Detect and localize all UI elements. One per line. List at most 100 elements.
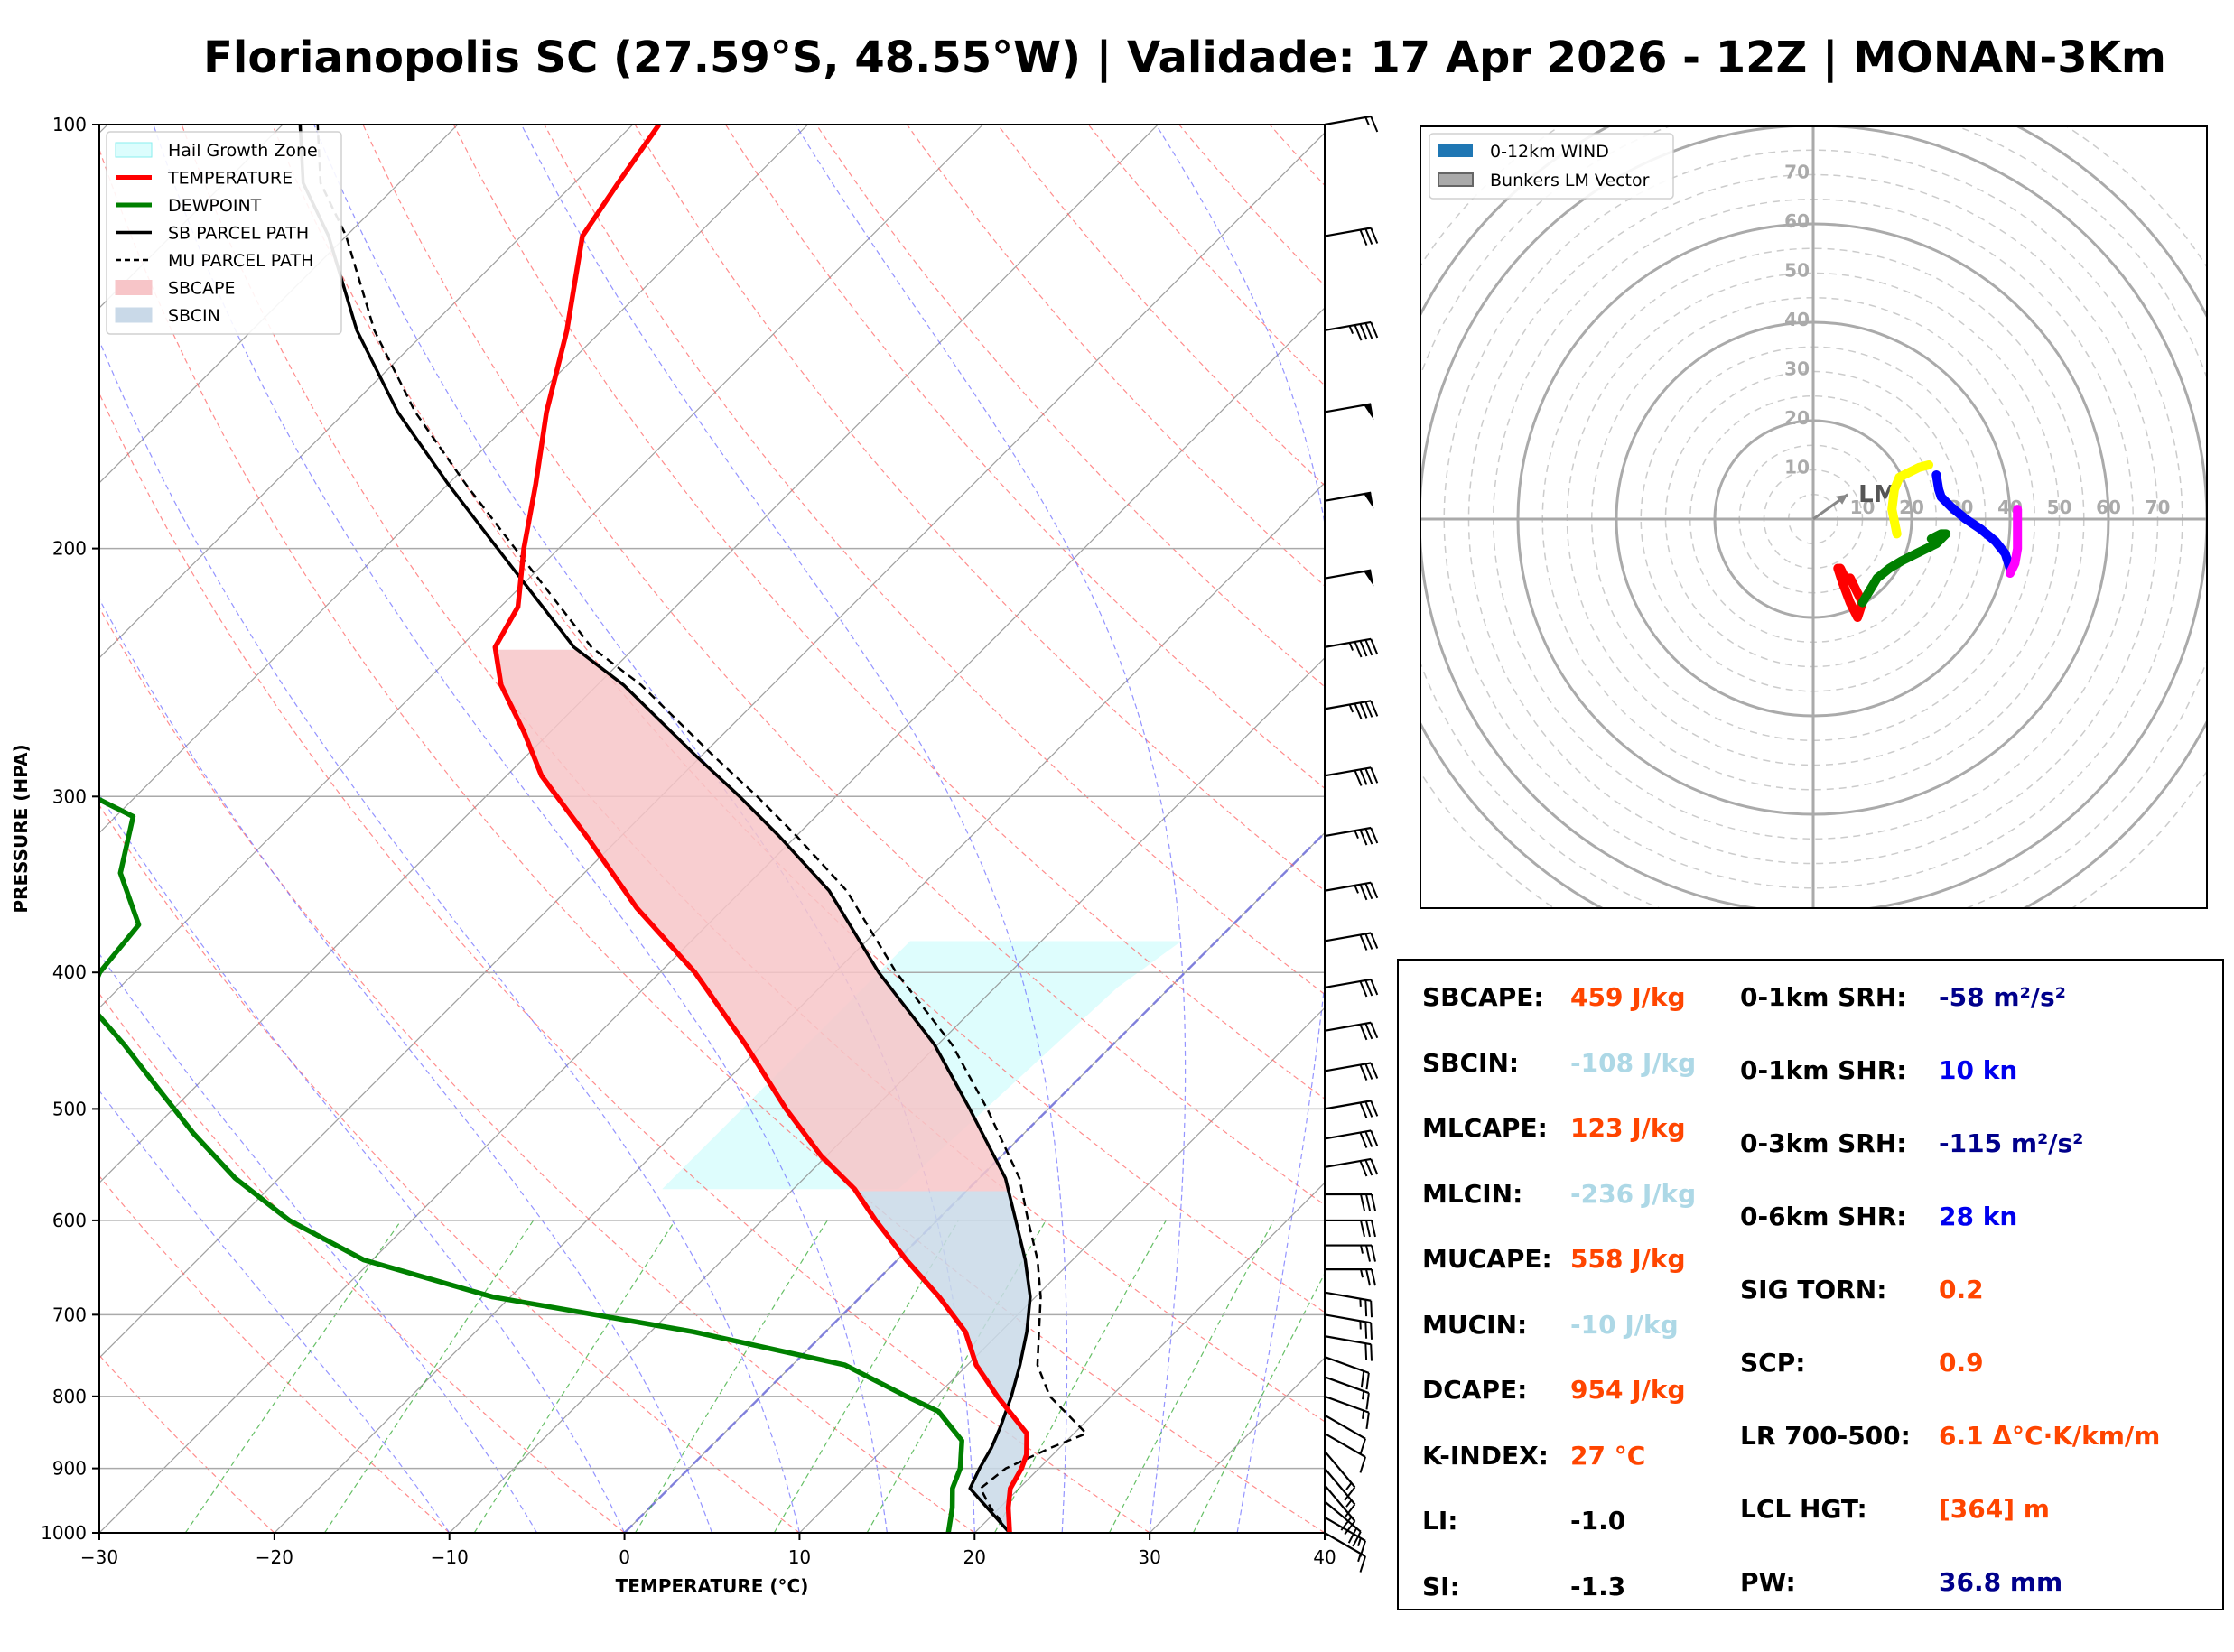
index-label: DCAPE:: [1422, 1375, 1528, 1405]
wind-barb-staff: [1324, 1157, 1372, 1169]
wind-barb: [1324, 320, 1379, 341]
wind-barb: [1325, 1193, 1376, 1211]
isotherm-line: [449, 656, 1325, 1533]
wind-barb-full: [1370, 1022, 1379, 1039]
wind-barb-full: [1359, 1540, 1366, 1557]
index-label: SBCIN:: [1422, 1047, 1520, 1078]
wind-barb-full: [1365, 1193, 1371, 1211]
wind-barb-staff: [1324, 1335, 1372, 1346]
wind-barb-full: [1364, 979, 1373, 997]
legend-label: Hail Growth Zone: [168, 141, 318, 161]
wind-barb-flag: [1364, 492, 1374, 509]
dry-adiabat: [815, 125, 1325, 688]
hodo-ring-label-x: 10: [1850, 497, 1876, 518]
wind-barb: [1324, 637, 1379, 658]
wind-barb-full: [1370, 827, 1379, 844]
wind-barb-full: [1359, 1555, 1366, 1573]
wind-barb: [1325, 1219, 1376, 1238]
y-tick-label: 600: [52, 1210, 87, 1231]
wind-barb-half: [1345, 1482, 1353, 1490]
hodo-segment-6-9km: [1931, 470, 2015, 573]
wind-barb-full: [1364, 1101, 1373, 1118]
wind-barb: [1324, 978, 1379, 998]
hodo-ring-label-x: 60: [2096, 497, 2121, 518]
index-label: PW:: [1740, 1567, 1796, 1597]
wind-barb-staff: [1324, 1450, 1356, 1489]
wind-barb-half: [1362, 1390, 1365, 1400]
hodo-legend-label: Bunkers LM Vector: [1490, 171, 1650, 190]
legend-label: TEMPERATURE: [167, 169, 293, 189]
wind-barb-staff: [1324, 932, 1372, 942]
isotherm-line: [99, 125, 983, 1009]
wind-barb-staff: [1324, 1484, 1356, 1522]
y-tick-label: 700: [52, 1304, 87, 1325]
dry-adiabat: [906, 125, 1325, 587]
wind-barb-staff: [1324, 1021, 1372, 1032]
index-value: -236 J/kg: [1570, 1178, 1697, 1209]
index-value: 459 J/kg: [1570, 982, 1686, 1012]
wind-barb: [1324, 881, 1379, 901]
index-label: K-INDEX:: [1422, 1440, 1549, 1471]
mixing-ratio-line: [1192, 1272, 1325, 1533]
wind-barb-full: [1359, 829, 1368, 846]
wind-barb-full: [1371, 1268, 1376, 1286]
wind-barb-full: [1364, 701, 1373, 718]
y-tick-label: 900: [52, 1458, 87, 1480]
index-label: 0-1km SRH:: [1740, 982, 1907, 1012]
wind-barb-full: [1365, 1245, 1371, 1262]
hodo-ring-label-y: 70: [1784, 162, 1810, 183]
freezing-isotherm: [623, 831, 1325, 1533]
skew-frame: [98, 124, 1326, 1534]
wind-barb-staff: [1324, 227, 1372, 237]
wind-barb-staff: [1324, 1062, 1372, 1072]
wind-barb-full: [1354, 703, 1363, 719]
index-value: 28 kn: [1939, 1202, 2018, 1231]
legend-label: SB PARCEL PATH: [168, 224, 309, 244]
y-tick-label: 800: [52, 1386, 87, 1407]
wind-barb: [1324, 227, 1379, 246]
wind-barb: [1324, 115, 1379, 133]
sbcape-fill: [495, 649, 1009, 1192]
wind-barb-full: [1344, 1503, 1356, 1518]
wind-barb-half: [1348, 704, 1354, 713]
wind-barb-full: [1370, 700, 1379, 717]
index-label: 0-1km SHR:: [1740, 1055, 1907, 1085]
wind-barb-half: [1354, 830, 1359, 840]
wind-barb-staff: [1324, 1376, 1370, 1395]
y-tick-label: 400: [52, 961, 87, 983]
sb-parcel-line: [298, 125, 1032, 1533]
wind-barb: [1324, 1376, 1370, 1410]
index-value: -1.3: [1570, 1571, 1626, 1601]
wind-barb: [1324, 766, 1379, 786]
wind-barb-staff: [1324, 766, 1372, 777]
moist-adiabat: [153, 125, 888, 1533]
x-tick-label: 0: [619, 1546, 630, 1568]
wind-barb: [1324, 569, 1374, 587]
moist-adiabat: [99, 598, 713, 1533]
wind-barb: [1324, 700, 1379, 719]
wind-barb-staff: [1324, 491, 1372, 502]
wind-barb: [1324, 1335, 1373, 1361]
wind-barb-full: [1360, 1193, 1365, 1211]
index-value: 6.1 Δ°C·K/km/m: [1939, 1421, 2161, 1451]
index-value: -58 m²/s²: [1939, 982, 2066, 1012]
wind-barb-staff: [1324, 881, 1372, 892]
wind-barb-full: [1370, 882, 1379, 899]
hodo-segment-1-3km: [1857, 529, 1951, 608]
mu-parcel-line: [316, 125, 1088, 1533]
dry-adiabat: [272, 125, 1325, 1313]
wind-barb-full: [1359, 702, 1368, 719]
hodo-ring-label-y: 30: [1784, 358, 1810, 380]
index-value: -10 J/kg: [1570, 1309, 1679, 1340]
legend-label: DEWPOINT: [168, 196, 262, 216]
wind-barb-full: [1371, 1245, 1376, 1262]
wind-barb-half: [1360, 1245, 1364, 1254]
hodo-ring-label-x: 70: [2146, 497, 2171, 518]
wind-barb-half: [1362, 1410, 1365, 1419]
wind-barb-full: [1359, 934, 1368, 951]
wind-barb-full: [1370, 1063, 1379, 1079]
wind-barb-full: [1370, 116, 1379, 133]
isotherm-line: [973, 1182, 1325, 1533]
dewpoint-line: [99, 796, 964, 1533]
legend-swatch: [115, 280, 153, 295]
